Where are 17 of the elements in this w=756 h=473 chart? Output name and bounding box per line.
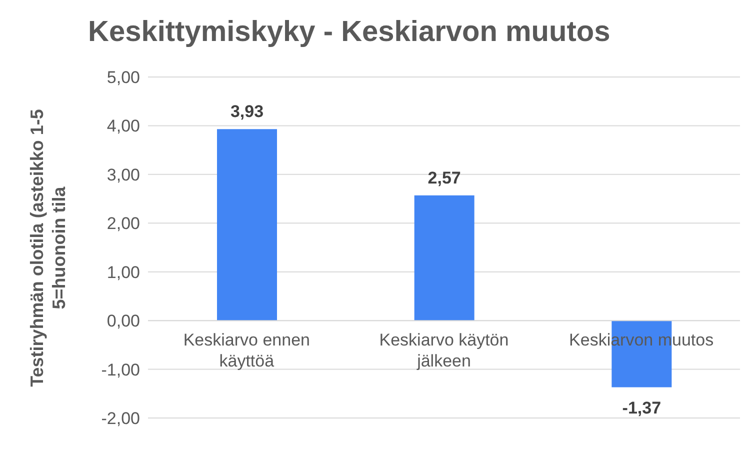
data-label: -1,37 bbox=[622, 398, 662, 418]
bar bbox=[217, 129, 277, 321]
data-label: 2,57 bbox=[428, 168, 461, 188]
y-tick-label: 5,00 bbox=[106, 68, 140, 88]
y-tick-label: -2,00 bbox=[101, 409, 140, 428]
y-tick-label: 3,00 bbox=[106, 165, 140, 184]
y-tick-label: 0,00 bbox=[106, 312, 140, 331]
y-tick-label: 2,00 bbox=[106, 214, 140, 234]
y-tick-label: 4,00 bbox=[106, 116, 140, 136]
data-label: 3,93 bbox=[230, 102, 264, 122]
y-tick-label: 1,00 bbox=[106, 262, 140, 282]
chart-title: Keskittymiskyky - Keskiarvon muutos bbox=[88, 16, 610, 49]
x-tick-label: Keskiarvo käytön jälkeen bbox=[379, 330, 509, 370]
y-axis-title: Testiryhmän olotila (asteikko 1-5 5=huonoin tila bbox=[27, 109, 69, 387]
x-tick-label: Keskiarvo ennen käyttöä bbox=[183, 330, 310, 370]
bar bbox=[414, 195, 474, 321]
y-tick-label: -1,00 bbox=[101, 360, 140, 380]
